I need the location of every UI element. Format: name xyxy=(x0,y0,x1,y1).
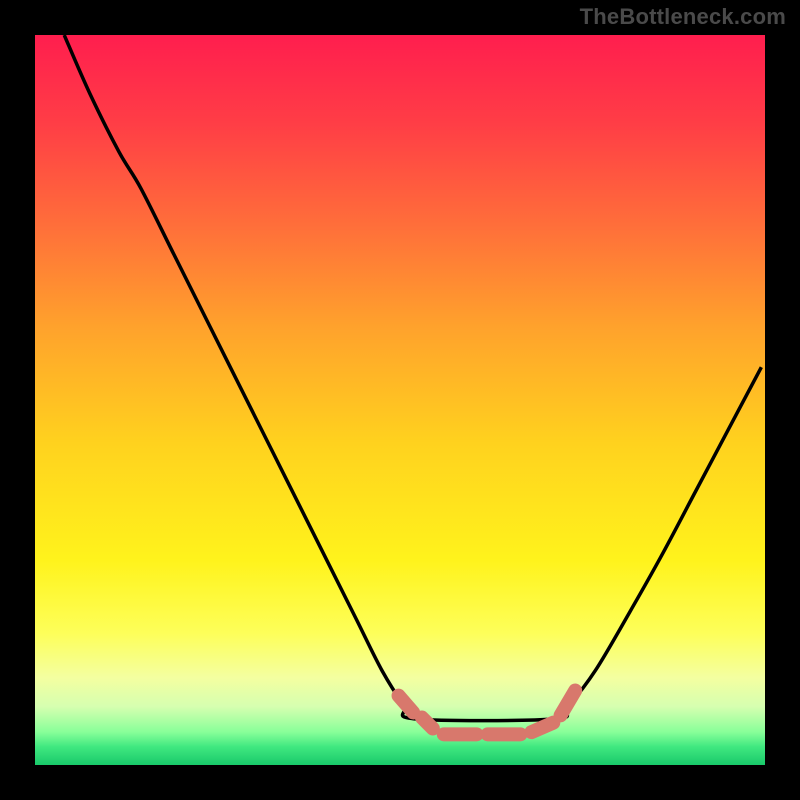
optimal-range-segment xyxy=(422,718,433,729)
chart-root: TheBottleneck.com xyxy=(0,0,800,800)
plot-area xyxy=(35,35,765,765)
optimal-range-segment xyxy=(399,696,414,713)
optimal-range-segment xyxy=(561,691,576,716)
optimal-range-segment xyxy=(531,723,553,732)
optimal-range-marker xyxy=(35,35,765,765)
watermark-text: TheBottleneck.com xyxy=(580,4,786,30)
